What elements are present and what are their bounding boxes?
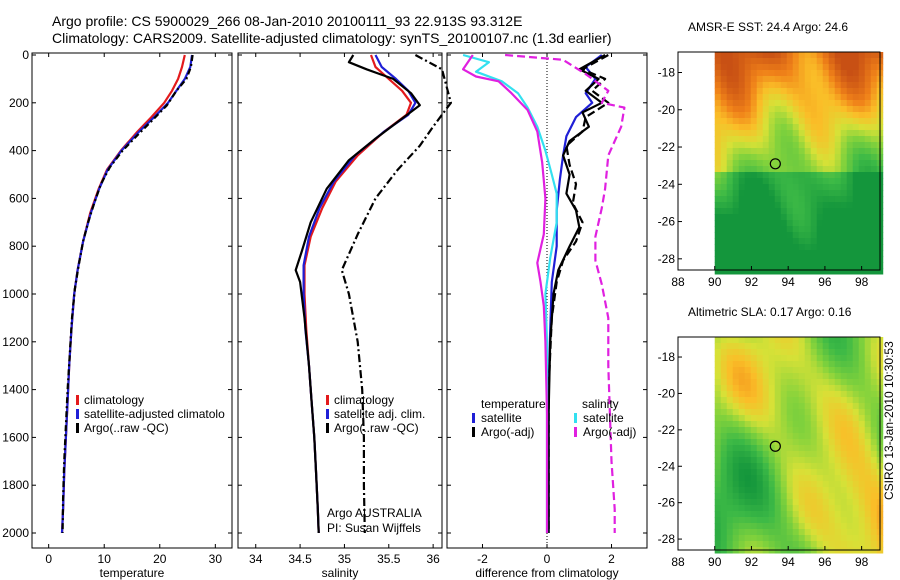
x-tick-label: 0 bbox=[45, 552, 52, 566]
legend-swatch bbox=[326, 423, 329, 433]
legend-swatch bbox=[76, 423, 79, 433]
x-tick-label: 94 bbox=[782, 555, 796, 569]
panel-frame-2 bbox=[237, 52, 443, 549]
x-tick-label: 88 bbox=[671, 275, 685, 289]
x-tick-label: 98 bbox=[855, 275, 869, 289]
legend-swatch bbox=[472, 413, 475, 423]
series-line bbox=[302, 54, 417, 534]
legend-entry: satellite bbox=[481, 411, 522, 425]
x-axis-label: difference from climatology bbox=[475, 566, 618, 580]
x-tick-label: -2 bbox=[477, 552, 488, 566]
legend-swatch bbox=[472, 427, 475, 437]
legend-swatch bbox=[326, 409, 329, 419]
x-tick-label: 10 bbox=[98, 552, 112, 566]
x-tick-label: 88 bbox=[671, 555, 685, 569]
x-tick-label: 35.5 bbox=[377, 552, 401, 566]
figure-title-line2: Climatology: CARS2009. Satellite-adjuste… bbox=[52, 30, 612, 46]
x-tick-label: 30 bbox=[209, 552, 223, 566]
series-line bbox=[294, 54, 421, 534]
series-line bbox=[505, 53, 626, 533]
x-tick-label: 92 bbox=[745, 275, 759, 289]
y-tick-label: 0 bbox=[22, 48, 29, 62]
legend-swatch bbox=[574, 427, 577, 437]
series-line bbox=[61, 54, 194, 534]
legend-entry: satellite adj. clim. bbox=[334, 407, 425, 421]
y-tick-label: 2000 bbox=[2, 526, 29, 540]
figure-title-line1: Argo profile: CS 5900029_266 08-Jan-2010… bbox=[52, 13, 523, 29]
legend-entry: Argo(..raw -QC) bbox=[84, 421, 169, 435]
y-tick-label: 1800 bbox=[2, 478, 29, 492]
y-tick-label: -18 bbox=[658, 65, 676, 79]
series-line bbox=[462, 54, 549, 533]
y-tick-label: 800 bbox=[9, 239, 29, 253]
x-axis-label: temperature bbox=[100, 566, 165, 580]
legend-swatch bbox=[76, 409, 79, 419]
x-tick-label: 96 bbox=[818, 275, 832, 289]
legend-entry: satellite-adjusted climatolo bbox=[84, 407, 225, 421]
series-line bbox=[547, 54, 603, 533]
legend-entry: satellite bbox=[583, 411, 624, 425]
legend-swatch bbox=[326, 395, 329, 405]
y-tick-label: 400 bbox=[9, 144, 29, 158]
x-tick-label: 36 bbox=[426, 552, 440, 566]
map-frame bbox=[677, 336, 881, 551]
argo-position-marker bbox=[769, 158, 781, 170]
x-tick-label: 98 bbox=[855, 555, 869, 569]
y-tick-label: -24 bbox=[658, 177, 676, 191]
y-tick-label: 1600 bbox=[2, 430, 29, 444]
y-tick-label: 1400 bbox=[2, 383, 29, 397]
y-tick-label: -22 bbox=[658, 140, 676, 154]
y-tick-label: 1000 bbox=[2, 287, 29, 301]
series-line bbox=[340, 54, 452, 534]
series-line bbox=[60, 54, 186, 534]
sst-map-grid bbox=[714, 52, 884, 275]
x-tick-label: 96 bbox=[818, 555, 832, 569]
legend-entry: Argo(..raw -QC) bbox=[334, 421, 419, 435]
series-line bbox=[60, 54, 194, 534]
legend-swatch bbox=[76, 395, 79, 405]
y-tick-label: -24 bbox=[658, 459, 676, 473]
x-tick-label: 90 bbox=[708, 275, 722, 289]
y-tick-label: -26 bbox=[658, 215, 676, 229]
y-tick-label: 600 bbox=[9, 191, 29, 205]
y-tick-label: -26 bbox=[658, 496, 676, 510]
x-tick-label: 35 bbox=[338, 552, 352, 566]
x-tick-label: 92 bbox=[745, 555, 759, 569]
y-tick-label: -20 bbox=[658, 386, 676, 400]
y-tick-label: 1200 bbox=[2, 335, 29, 349]
series-line bbox=[547, 54, 610, 533]
x-tick-label: 90 bbox=[708, 555, 722, 569]
panel-frame-1 bbox=[31, 52, 233, 549]
legend-swatch bbox=[574, 413, 577, 423]
x-tick-label: 34.5 bbox=[288, 552, 312, 566]
argo-position-marker bbox=[769, 440, 781, 452]
x-axis-label: salinity bbox=[322, 566, 359, 580]
legend-entry: climatology bbox=[84, 393, 144, 407]
legend-entry: climatology bbox=[334, 393, 394, 407]
y-tick-label: 200 bbox=[9, 96, 29, 110]
x-tick-label: 0 bbox=[544, 552, 551, 566]
y-tick-label: -20 bbox=[658, 103, 676, 117]
x-tick-label: 2 bbox=[608, 552, 615, 566]
x-tick-label: 20 bbox=[153, 552, 167, 566]
y-tick-label: -22 bbox=[658, 423, 676, 437]
series-line bbox=[547, 54, 606, 533]
sst-map-title: AMSR-E SST: 24.4 Argo: 24.6 bbox=[688, 20, 849, 34]
legend-entry: salinity bbox=[582, 397, 619, 411]
legend-entry: temperature bbox=[481, 397, 546, 411]
legend-entry: Argo(-adj) bbox=[481, 425, 534, 439]
y-tick-label: -28 bbox=[658, 532, 676, 546]
profile-annotation: PI: Susan Wijffels bbox=[327, 521, 421, 535]
series-line bbox=[303, 54, 413, 534]
map-frame bbox=[677, 51, 881, 271]
x-tick-label: 34 bbox=[249, 552, 263, 566]
y-tick-label: -18 bbox=[658, 350, 676, 364]
y-tick-label: -28 bbox=[658, 252, 676, 266]
profile-annotation: Argo AUSTRALIA bbox=[327, 506, 422, 520]
legend-entry: Argo(-adj) bbox=[583, 425, 636, 439]
sla-map-grid bbox=[714, 337, 884, 554]
sla-map-title: Altimetric SLA: 0.17 Argo: 0.16 bbox=[688, 305, 852, 319]
x-tick-label: 94 bbox=[782, 275, 796, 289]
